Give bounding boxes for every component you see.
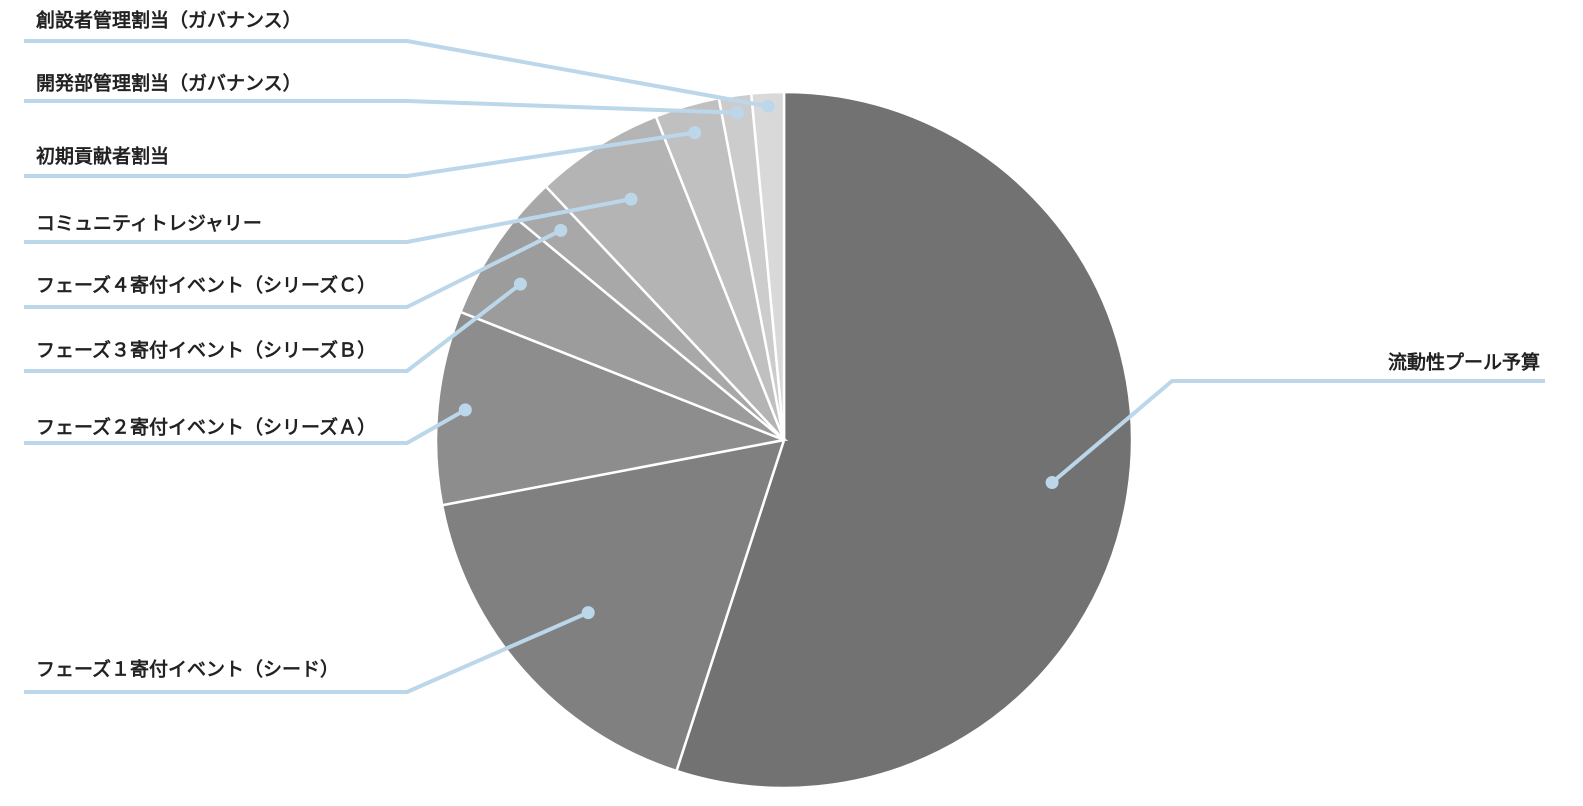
leader-lines bbox=[24, 39, 1545, 694]
leader-dot bbox=[554, 223, 568, 237]
pie-slices bbox=[434, 90, 1134, 790]
slice-label: フェーズ４寄付イベント（シリーズＣ） bbox=[36, 274, 376, 297]
pie-slice bbox=[440, 438, 786, 773]
leader-dot bbox=[458, 403, 472, 417]
slice-label: フェーズ２寄付イベント（シリーズＡ） bbox=[36, 416, 376, 439]
pie-slice bbox=[674, 90, 1134, 790]
slice-label: 流動性プール予算 bbox=[1388, 351, 1540, 374]
leader-line bbox=[24, 99, 738, 115]
leader-dot bbox=[581, 606, 595, 620]
pie-slice bbox=[434, 310, 789, 507]
leader-line bbox=[24, 39, 769, 109]
leader-dot bbox=[1045, 476, 1059, 489]
slice-label: フェーズ３寄付イベント（シリーズＢ） bbox=[36, 339, 376, 362]
leader-dot bbox=[513, 277, 527, 291]
slice-label: 創設者管理割当（ガバナンス） bbox=[36, 9, 302, 32]
slice-label: フェーズ１寄付イベント（シード） bbox=[36, 658, 339, 681]
leader-dot bbox=[688, 126, 702, 140]
slice-label: 開発部管理割当（ガバナンス） bbox=[36, 72, 302, 95]
leader-line bbox=[24, 197, 632, 244]
leader-line bbox=[24, 610, 590, 694]
leader-line bbox=[1050, 379, 1545, 485]
slice-label: コミュニティトレジャリー bbox=[36, 213, 262, 235]
leader-dot bbox=[730, 106, 744, 120]
pie-slice bbox=[749, 90, 786, 441]
leader-line bbox=[24, 130, 695, 178]
leader-dot bbox=[624, 192, 638, 206]
leader-dot bbox=[761, 99, 775, 113]
leader-line bbox=[24, 228, 562, 309]
slice-label: 初期貢献者割当 bbox=[36, 145, 169, 168]
leader-line bbox=[24, 408, 467, 445]
leader-line bbox=[24, 282, 522, 373]
